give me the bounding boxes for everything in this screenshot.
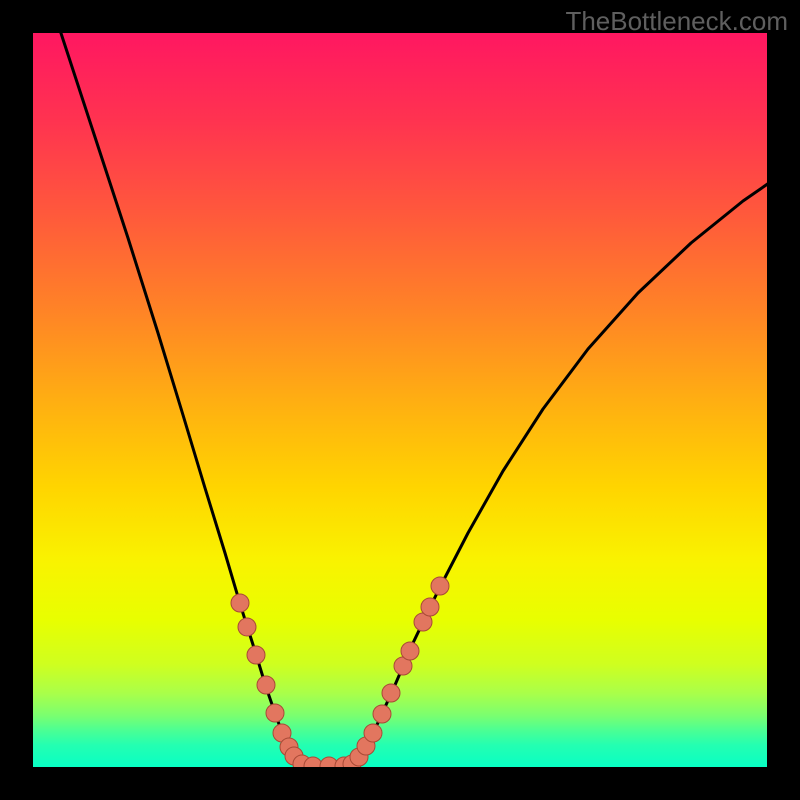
data-marker xyxy=(401,642,419,660)
data-marker xyxy=(231,594,249,612)
data-marker xyxy=(266,704,284,722)
data-marker xyxy=(431,577,449,595)
data-marker xyxy=(247,646,265,664)
data-marker xyxy=(257,676,275,694)
bottleneck-curve xyxy=(33,33,767,767)
data-marker xyxy=(373,705,391,723)
plot-area xyxy=(33,33,767,767)
data-marker xyxy=(421,598,439,616)
data-marker xyxy=(382,684,400,702)
watermark-text: TheBottleneck.com xyxy=(565,6,788,37)
data-marker xyxy=(238,618,256,636)
data-marker xyxy=(364,724,382,742)
chart-frame: TheBottleneck.com xyxy=(0,0,800,800)
